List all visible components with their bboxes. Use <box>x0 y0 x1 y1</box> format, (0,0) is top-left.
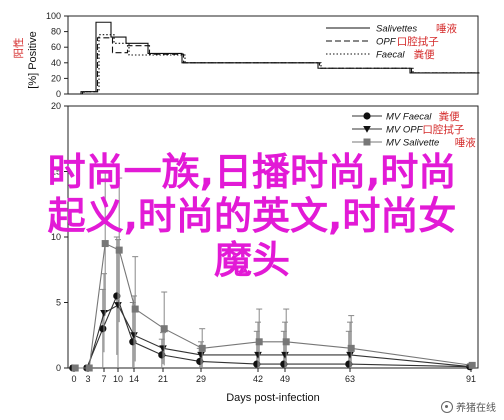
panel-top-y-tick-label: 40 <box>51 58 61 68</box>
panel-top-series-opf <box>69 37 480 95</box>
panel-bottom-legend-marker <box>363 126 371 133</box>
panel-bottom-point-mv-opf <box>197 351 205 359</box>
panel-bottom-point-mv-salivette <box>160 325 168 333</box>
panel-bottom-point-mv-faecal <box>253 360 261 368</box>
panel-bottom-point-mv-salivette <box>115 246 123 254</box>
panel-top-series <box>68 21 481 95</box>
panel-bottom-point-mv-opf <box>254 351 262 359</box>
panel-top-legend: Salivettes 唾液 OPF 口腔拭子 Faecal 粪便 <box>326 22 457 61</box>
panel-bottom-x-tick-label: 7 <box>101 374 106 384</box>
panel-bottom-y-ticks: 0 5 10 15 20 <box>51 101 68 373</box>
panel-bottom-point-mv-faecal <box>158 351 166 359</box>
panel-bottom-point-mv-opf <box>346 351 354 359</box>
panel-bottom-legend-label-cn: 口腔拭子 <box>422 123 464 136</box>
panel-bottom-x-tick-label: 0 <box>71 374 76 384</box>
watermark: 养猪在线 <box>441 399 496 414</box>
panel-bottom-point-mv-faecal <box>280 360 288 368</box>
wechat-icon <box>441 400 453 413</box>
panel-bottom-point-mv-faecal <box>99 325 107 333</box>
panel-bottom-y-tick-label: 5 <box>56 298 61 308</box>
panel-bottom-x-tick-label: 14 <box>129 374 139 384</box>
panel-bottom-point-mv-opf <box>281 351 289 359</box>
panel-bottom-legend-marker <box>363 112 371 120</box>
panel-bottom-x-tick-label: 63 <box>345 374 355 384</box>
panel-top-y-tick-label: 20 <box>51 73 61 83</box>
panel-bottom-x-ticks: 0 3 7 10 14 21 29 42 49 63 91 <box>71 368 476 384</box>
panel-bottom-point-mv-salivette <box>131 305 139 313</box>
panel-top-y-tick-label: 60 <box>51 42 61 52</box>
panel-bottom-legend-label-cn: 粪便 <box>439 110 460 123</box>
panel-top-legend-label: Salivettes <box>376 24 417 35</box>
panel-bottom-y-tick-label: 20 <box>51 101 61 111</box>
panel-bottom-legend-label: MV Salivette <box>386 138 439 149</box>
panel-top-y-label-cn: 阳性 <box>12 38 25 59</box>
watermark-text: 养猪在线 <box>456 403 496 414</box>
panel-bottom-point-mv-salivette <box>255 338 263 346</box>
panel-bottom-point-mv-faecal <box>196 357 204 366</box>
panel-bottom-point-mv-salivette <box>347 344 355 352</box>
panel-bottom-legend-marker <box>363 138 371 146</box>
panel-bottom-point-mv-faecal <box>129 338 137 346</box>
panel-top-legend-label-cn: 口腔拭子 <box>397 35 439 48</box>
panel-bottom-x-tick-label: 10 <box>113 374 123 384</box>
panel-top-series-salivettes <box>68 21 478 95</box>
panel-bottom-point-mv-opf <box>130 332 138 340</box>
panel-top-y-tick-label: 100 <box>46 11 61 21</box>
panel-top-legend-label: OPF <box>376 37 397 48</box>
panel-bottom-x-label: Days post-infection <box>226 392 320 404</box>
panel-bottom-legend: MV Faecal 粪便 MV OPF 口腔拭子 MV Salivette 唾液 <box>352 110 476 149</box>
panel-bottom-y-tick-label: 0 <box>56 363 61 373</box>
panel-top-y-ticks: 0 20 40 60 80 100 <box>46 11 68 99</box>
panel-bottom-point-mv-opf <box>159 345 167 353</box>
panel-bottom-x-tick-label: 91 <box>466 374 476 384</box>
panel-bottom-point-mv-opf <box>114 302 122 309</box>
panel-bottom-y-tick-label: 10 <box>51 232 61 242</box>
panel-bottom-point-mv-faecal <box>113 292 121 300</box>
panel-bottom-x-tick-label: 42 <box>253 374 263 384</box>
panel-top-legend-label: Faecal <box>376 50 405 61</box>
panel-bottom-legend-label: MV Faecal <box>386 112 432 123</box>
panel-bottom-y-tick-label: 15 <box>51 167 61 177</box>
panel-bottom-x-tick-label: 21 <box>158 374 168 384</box>
panel-bottom-point-mv-salivette <box>198 344 206 352</box>
panel-top-frame <box>67 15 479 95</box>
panel-top-y-tick-label: 80 <box>51 27 61 37</box>
panel-bottom-legend-label-cn: 唾液 <box>455 136 476 149</box>
panel-top-y-label: [%] Positive <box>27 31 39 88</box>
panel-top: 0 20 40 60 80 100 [%] Positive 阳性 Salivettes 唾… <box>12 11 481 99</box>
panel-top-y-tick-label: 0 <box>56 89 61 99</box>
panel-bottom-point-mv-salivette <box>282 338 290 346</box>
panel-top-legend-label-cn: 粪便 <box>414 48 435 61</box>
panel-bottom-legend-label: MV OPF <box>386 125 424 136</box>
panel-bottom-point-mv-salivette <box>468 361 476 369</box>
panel-bottom-point-mv-opf <box>100 309 108 317</box>
panel-bottom-series <box>69 171 476 372</box>
panel-bottom-x-tick-label: 3 <box>85 374 90 384</box>
panel-bottom-x-tick-label: 29 <box>196 374 206 384</box>
panel-bottom-point-mv-salivette <box>85 364 93 372</box>
panel-bottom-point-mv-salivette <box>101 240 109 248</box>
panel-bottom-x-tick-label: 49 <box>280 374 290 384</box>
panel-bottom-point-mv-faecal <box>345 360 353 368</box>
panel-bottom-point-mv-salivette <box>71 364 79 372</box>
panel-top-legend-label-cn: 唾液 <box>436 22 457 35</box>
